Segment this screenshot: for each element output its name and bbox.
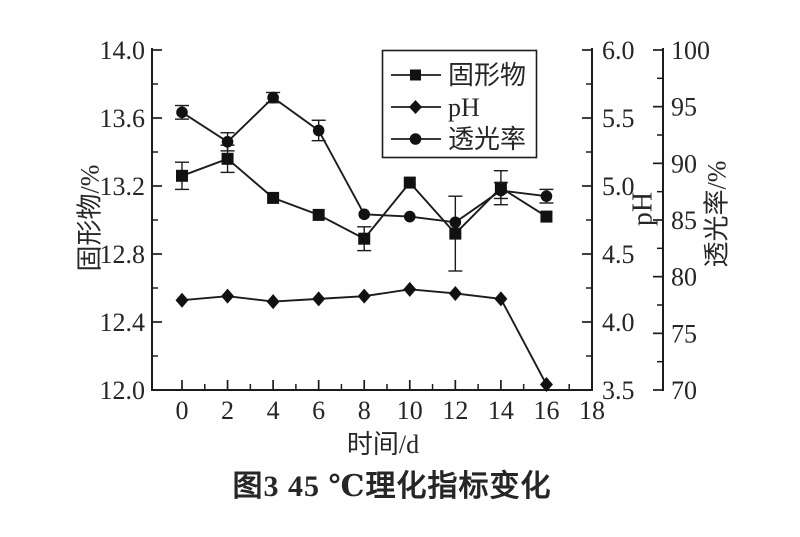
series-solids [175,144,553,272]
trans-tick-label: 100 [671,36,710,65]
figure-caption: 图3 45 ℃理化指标变化 [233,469,552,503]
ph-diamond-marker-icon [403,281,417,297]
left-tick-label: 12.0 [100,376,146,405]
ph-diamond-marker-icon [221,288,235,304]
x-tick-label: 2 [221,396,234,425]
solids-square-marker-icon [267,191,280,204]
solids-square-marker-icon [221,152,234,165]
x-axis-title: 时间/d [347,430,419,459]
trans-tick-label: 90 [671,149,697,178]
x-tick-label: 6 [312,396,325,425]
legend-diamond-marker-icon [409,100,422,114]
legend-solids-label: 固形物 [448,61,526,90]
trans-circle-marker-icon [403,210,416,223]
x-tick-label: 12 [442,396,468,425]
trans-circle-marker-icon [267,91,279,104]
legend: 固形物 pH 透光率 [381,49,538,159]
x-tick-label: 14 [488,396,514,425]
trans-circle-marker-icon [312,124,325,137]
ph-diamond-marker-icon [448,285,462,301]
legend-entry-ph: pH [391,93,480,122]
ph-diamond-marker-icon [357,288,371,304]
series-ph [175,281,553,393]
trans-circle-marker-icon [358,208,371,221]
ticks-layer: 14.0 13.6 13.2 12.8 12.4 12.0 6.0 5.5 5.0 4.5 4.0 3… [100,36,711,425]
legend-entry-solids: 固形物 [391,61,526,90]
trans-circle-marker-icon [221,136,234,148]
solids-square-marker-icon [176,169,188,182]
legend-square-marker-icon [410,69,421,81]
transmittance-axis-title: 透光率/% [703,161,732,268]
series-layer [175,91,554,393]
legend-entry-trans: 透光率 [391,125,526,154]
legend-ph-label: pH [448,93,480,122]
solids-square-marker-icon [358,232,371,245]
trans-tick-label: 85 [671,206,697,235]
ph-diamond-marker-icon [312,291,326,307]
left-tick-label: 13.6 [100,104,146,133]
left-tick-label: 12.8 [100,240,146,269]
x-tick-label: 10 [397,396,423,425]
x-tick-label: 16 [533,396,559,425]
trans-tick-label: 75 [671,319,697,348]
solids-square-marker-icon [449,227,462,240]
trans-circle-marker-icon [176,106,188,119]
left-tick-label: 14.0 [100,36,146,65]
trans-circle-marker-icon [540,190,553,202]
ph-diamond-marker-icon [494,291,508,307]
ph-tick-label: 3.5 [602,376,635,405]
trans-circle-marker-icon [449,216,462,229]
solids-square-marker-icon [540,210,553,223]
ph-diamond-marker-icon [539,377,553,393]
series-trans [175,91,554,229]
ph-tick-label: 4.0 [602,308,635,337]
left-tick-label: 12.4 [100,308,146,337]
legend-trans-label: 透光率 [448,125,526,154]
left-tick-label: 13.2 [100,172,146,201]
solids-square-marker-icon [312,208,325,221]
trans-tick-label: 95 [671,93,697,122]
solids-square-marker-icon [403,176,416,189]
legend-circle-marker-icon [409,133,422,145]
x-tick-label: 8 [358,396,371,425]
ph-axis-title: pH [628,192,659,226]
ph-tick-label: 6.0 [602,36,635,65]
ph-tick-label: 5.0 [602,172,635,201]
ph-diamond-marker-icon [175,292,189,308]
x-tick-label: 4 [267,396,280,425]
trans-circle-marker-icon [495,184,507,197]
trans-tick-label: 80 [671,263,697,292]
ph-tick-label: 5.5 [602,104,635,133]
ph-tick-label: 4.5 [602,240,635,269]
ph-diamond-marker-icon [266,294,280,310]
x-tick-label: 18 [579,396,605,425]
x-tick-label: 0 [176,396,189,425]
left-axis-title: 固形物/% [76,165,105,272]
trans-tick-label: 70 [671,376,697,405]
